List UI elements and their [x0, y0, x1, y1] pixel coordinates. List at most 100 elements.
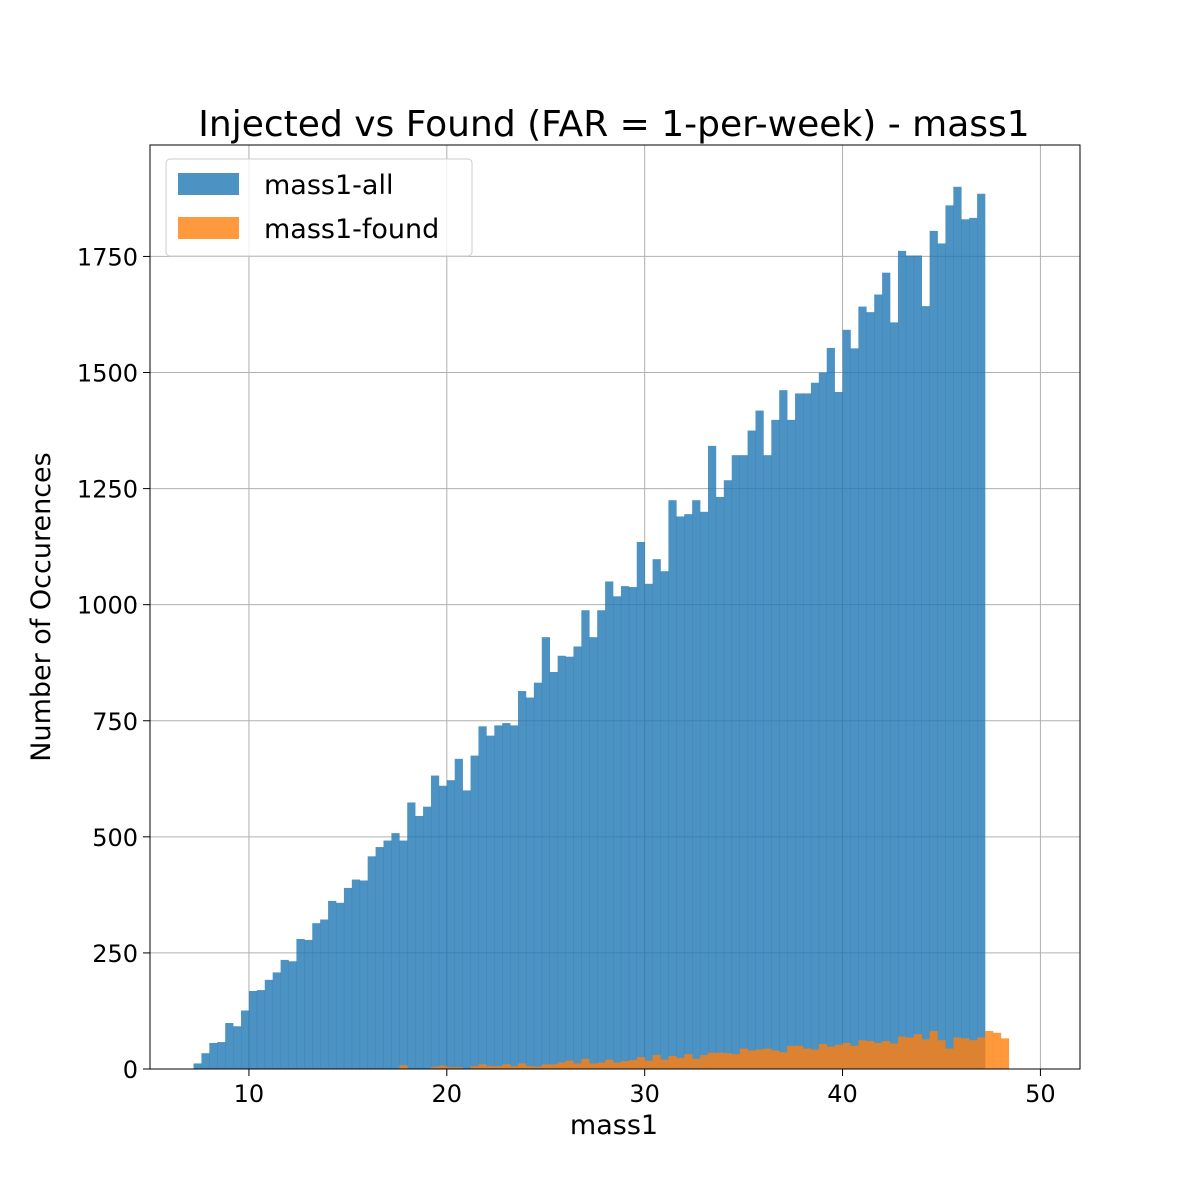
bar-mass1-all [272, 972, 281, 1069]
y-axis: 0 250 500 750 1000 1250 1500 1750 [77, 243, 150, 1084]
bar-mass1-found [771, 1050, 780, 1069]
bar-mass1-all [304, 939, 313, 1069]
bar-mass1-found [502, 1064, 511, 1069]
bar-mass1-all [882, 272, 891, 1069]
bar-mass1-all [605, 581, 614, 1069]
bar-mass1-all [652, 559, 661, 1069]
bar-mass1-found [905, 1037, 915, 1069]
bar-mass1-found [715, 1052, 725, 1069]
bar-mass1-found [446, 1067, 456, 1069]
bar-mass1-all [209, 1042, 218, 1069]
bar-mass1-found [494, 1066, 503, 1069]
bar-mass1-found [708, 1052, 717, 1069]
bar-mass1-all [597, 610, 606, 1069]
bar-mass1-all [771, 419, 780, 1069]
series-mass1-found-bars [399, 1030, 1010, 1069]
bar-mass1-all [866, 312, 875, 1070]
bar-mass1-all [810, 382, 820, 1069]
bar-mass1-all [470, 755, 479, 1069]
bar-mass1-all [747, 430, 756, 1069]
bar-mass1-found [929, 1030, 938, 1069]
bar-mass1-all [391, 833, 400, 1069]
bar-mass1-all [636, 541, 645, 1069]
bar-mass1-found [739, 1048, 748, 1069]
bar-mass1-found [486, 1066, 495, 1069]
bar-mass1-all [684, 514, 693, 1069]
bar-mass1-all [280, 959, 289, 1069]
x-tick-label: 30 [629, 1080, 660, 1108]
bar-mass1-all [826, 347, 835, 1069]
bar-mass1-found [605, 1059, 614, 1069]
bar-mass1-found [549, 1064, 558, 1069]
bar-mass1-all [977, 193, 986, 1069]
bar-mass1-all [438, 785, 448, 1069]
bar-mass1-found [874, 1042, 883, 1069]
bar-mass1-found [897, 1036, 907, 1069]
plot-frame [149, 144, 1081, 1070]
bar-mass1-all [241, 1010, 250, 1069]
x-axis-label: mass1 [570, 1110, 658, 1141]
bar-mass1-all [201, 1053, 210, 1069]
y-tick-label: 1000 [77, 592, 138, 620]
bar-mass1-found [969, 1040, 978, 1069]
bar-mass1-found [826, 1046, 835, 1069]
bar-mass1-all [423, 806, 432, 1069]
bar-mass1-found [700, 1055, 709, 1069]
bar-mass1-all [510, 725, 519, 1069]
bar-mass1-all [486, 735, 495, 1069]
bar-mass1-all [454, 758, 463, 1069]
y-tick-label: 250 [92, 940, 138, 968]
bar-mass1-all [842, 329, 851, 1069]
bar-mass1-found [533, 1066, 543, 1069]
bar-mass1-all [494, 725, 503, 1069]
bar-mass1-found [723, 1053, 733, 1069]
bar-mass1-found [810, 1049, 820, 1069]
bar-mass1-all [739, 455, 748, 1069]
bar-mass1-all [644, 583, 653, 1069]
bar-mass1-all [755, 410, 764, 1070]
bar-mass1-all [874, 294, 883, 1069]
bar-mass1-all [573, 646, 582, 1069]
bar-mass1-all [802, 393, 812, 1069]
bar-mass1-all [961, 219, 970, 1070]
bar-mass1-found [1000, 1038, 1010, 1069]
bar-mass1-all [328, 900, 337, 1069]
y-tick-label: 500 [92, 824, 138, 852]
bar-mass1-found [842, 1042, 851, 1069]
x-axis: 10 20 30 40 50 [234, 1069, 1056, 1108]
legend-label-mass1-all: mass1-all [264, 170, 393, 201]
bar-mass1-found [684, 1054, 693, 1069]
bar-mass1-found [882, 1041, 891, 1069]
bar-mass1-all [399, 840, 408, 1069]
bar-mass1-found [992, 1032, 1002, 1069]
bar-mass1-all [264, 979, 273, 1069]
bar-mass1-found [613, 1062, 622, 1069]
bar-mass1-all [818, 372, 828, 1069]
bar-mass1-all [383, 840, 392, 1069]
bar-mass1-found [747, 1050, 756, 1069]
bar-mass1-found [430, 1066, 440, 1069]
bar-mass1-all [850, 348, 859, 1069]
bar-mass1-found [525, 1066, 535, 1069]
bar-mass1-all [415, 815, 424, 1069]
bar-mass1-found [977, 1037, 986, 1069]
bar-mass1-found [850, 1045, 859, 1069]
bar-mass1-all [921, 306, 930, 1069]
bar-mass1-all [478, 726, 487, 1069]
bar-mass1-found [565, 1060, 574, 1069]
bar-mass1-found [921, 1039, 930, 1069]
bar-mass1-found [660, 1059, 669, 1069]
bar-mass1-all [613, 596, 622, 1069]
bar-mass1-found [945, 1048, 954, 1069]
bar-mass1-found [399, 1065, 408, 1069]
bar-mass1-found [858, 1040, 867, 1069]
bar-mass1-found [573, 1063, 582, 1069]
bar-mass1-found [668, 1055, 677, 1069]
bar-mass1-found [518, 1063, 527, 1069]
legend-swatch-mass1-found [178, 217, 239, 239]
bar-mass1-all [351, 879, 361, 1069]
bar-mass1-found [937, 1040, 946, 1069]
bar-mass1-all [256, 990, 266, 1069]
bar-mass1-found [454, 1067, 463, 1069]
